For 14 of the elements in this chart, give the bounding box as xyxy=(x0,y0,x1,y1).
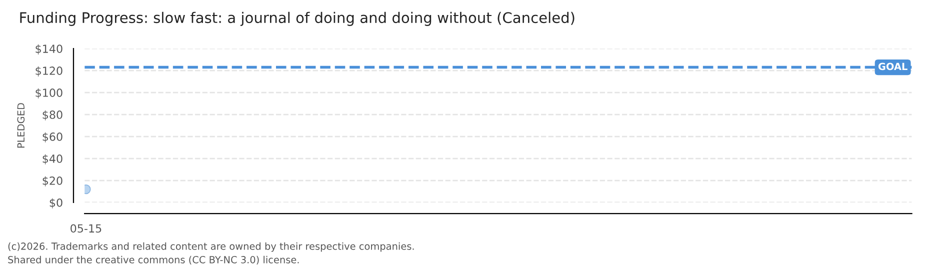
y-axis-title: PLEDGED xyxy=(17,103,25,148)
x-tick-label: 05-15 xyxy=(70,224,102,233)
y-tick-label: $0 xyxy=(50,198,62,208)
text: (c)2026. Trademarks and related content are owned by their respective companies. xyxy=(8,242,414,252)
y-tick-label: $40 xyxy=(42,154,62,164)
text: Funding Progress: slow fast: a journal of doing and doing without (Canceled) xyxy=(20,12,574,26)
ref-line-label: GOAL xyxy=(878,62,908,70)
y-tick-label: $80 xyxy=(42,110,62,120)
text: Shared under the creative commons (CC BY-NC 3.0) license. xyxy=(8,256,299,265)
y-tick-label: $140 xyxy=(36,44,62,54)
y-tick-label: $60 xyxy=(42,132,62,142)
y-tick-label: $100 xyxy=(36,88,62,98)
y-tick-label: $120 xyxy=(36,66,62,76)
y-tick-label: $20 xyxy=(42,176,62,186)
